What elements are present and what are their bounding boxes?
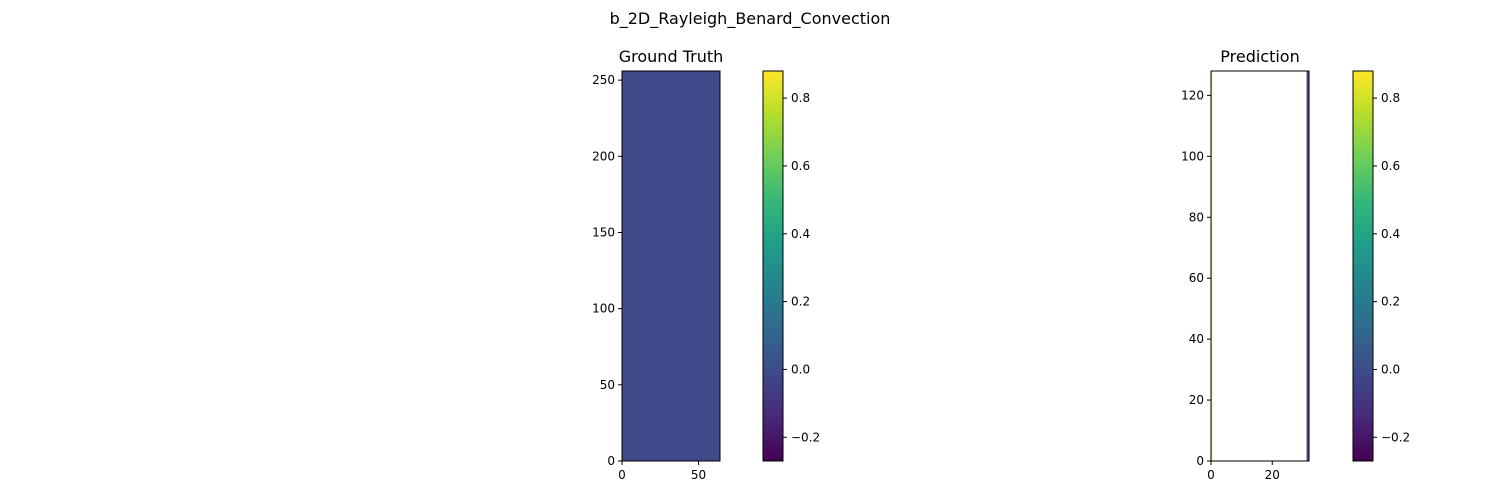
ground-truth-colorbar-tick-label: 0.4 xyxy=(791,227,810,241)
prediction-colorbar-tick-label: −0.2 xyxy=(1381,430,1410,444)
ground-truth-ytick-label: 150 xyxy=(592,225,615,239)
prediction-ytick-label: 120 xyxy=(1181,88,1204,102)
ground-truth-colorbar-frame xyxy=(762,70,784,462)
ground-truth-xtick-label: 50 xyxy=(691,468,706,482)
ground-truth-ytick-label: 0 xyxy=(607,454,615,468)
ground-truth-ytick-label: 100 xyxy=(592,302,615,316)
ground-truth-colorbar-tick-label: 0.0 xyxy=(791,362,810,376)
prediction-ytick-label: 80 xyxy=(1189,210,1204,224)
prediction-strip-0 xyxy=(1211,71,1213,461)
ground-truth-colorbar-tick-label: 0.2 xyxy=(791,295,810,309)
ground-truth-colorbar-tick-label: 0.6 xyxy=(791,159,810,173)
prediction-strip-1 xyxy=(1306,71,1309,461)
prediction-axes-frame xyxy=(1210,70,1310,462)
prediction-colorbar-tick-label: 0.6 xyxy=(1381,159,1400,173)
prediction-ytick-label: 40 xyxy=(1189,332,1204,346)
prediction-ytick-label: 60 xyxy=(1189,271,1204,285)
prediction-colorbar-tick-label: 0.0 xyxy=(1381,362,1400,376)
prediction-panel: Prediction 0 20 40 60 80 100 120 0 20 −0.2 0.0 0.2 0.… xyxy=(1181,47,1410,482)
ground-truth-title: Ground Truth xyxy=(619,47,724,66)
prediction-xtick-label: 0 xyxy=(1207,468,1215,482)
ground-truth-colorbar-tick-label: 0.8 xyxy=(791,91,810,105)
ground-truth-ytick-label: 200 xyxy=(592,149,615,163)
figure-suptitle: b_2D_Rayleigh_Benard_Convection xyxy=(610,9,891,29)
prediction-colorbar-tick-label: 0.8 xyxy=(1381,91,1400,105)
ground-truth-panel: Ground Truth 0 50 100 150 200 250 0 50 −0.2 0.0 0.2… xyxy=(592,47,820,482)
prediction-ytick-label: 100 xyxy=(1181,149,1204,163)
prediction-colorbar-frame xyxy=(1352,70,1374,462)
ground-truth-heatmap-field xyxy=(622,71,720,461)
prediction-title: Prediction xyxy=(1220,47,1299,66)
ground-truth-colorbar xyxy=(763,71,783,461)
prediction-ytick-label: 20 xyxy=(1189,393,1204,407)
prediction-colorbar-tick-label: 0.4 xyxy=(1381,227,1400,241)
ground-truth-colorbar-tick-label: −0.2 xyxy=(791,430,820,444)
ground-truth-ytick-label: 250 xyxy=(592,73,615,87)
prediction-xtick-label: 20 xyxy=(1265,468,1280,482)
prediction-heatmap-field xyxy=(1211,71,1309,461)
ground-truth-axes-frame xyxy=(621,70,721,462)
ground-truth-ytick-label: 50 xyxy=(600,378,615,392)
prediction-colorbar-tick-label: 0.2 xyxy=(1381,295,1400,309)
prediction-colorbar xyxy=(1353,71,1373,461)
prediction-ytick-label: 0 xyxy=(1196,454,1204,468)
ground-truth-xtick-label: 0 xyxy=(618,468,626,482)
